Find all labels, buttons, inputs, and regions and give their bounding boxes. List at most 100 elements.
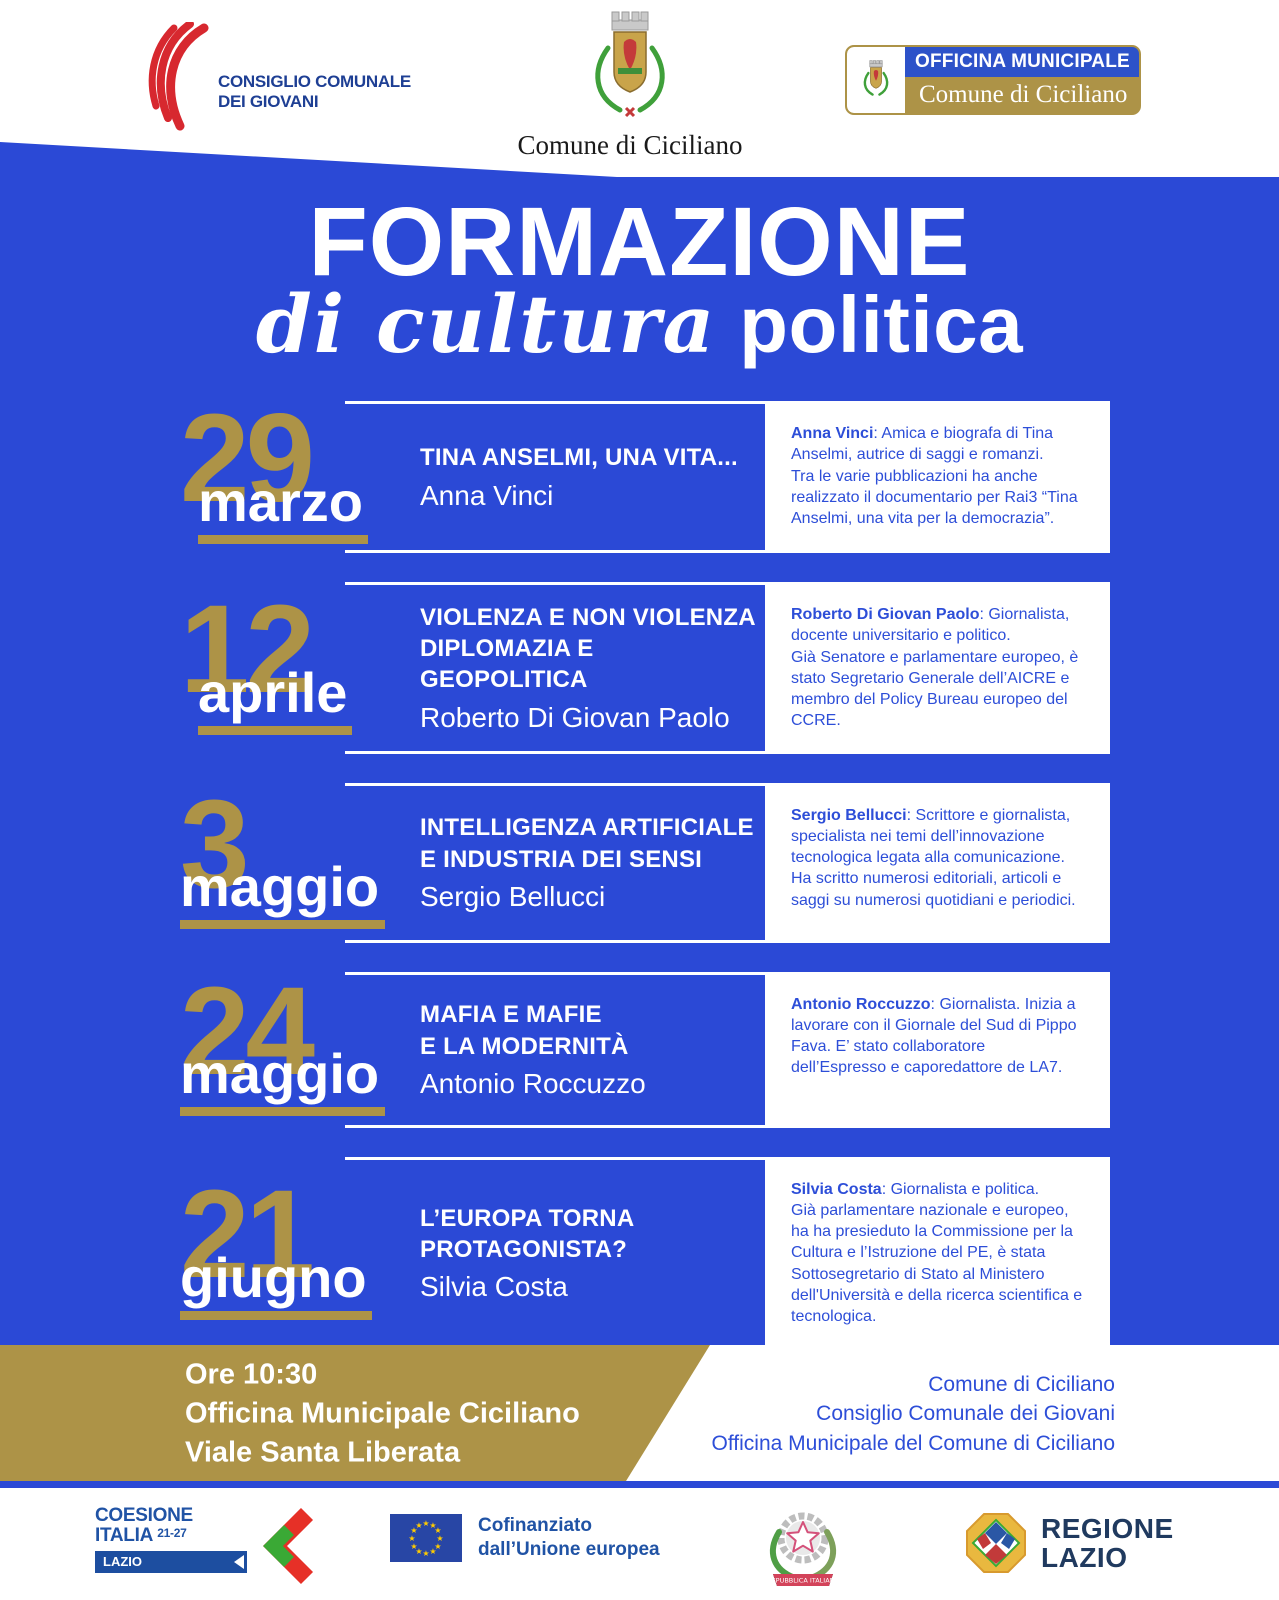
footer-logos: COESIONE ITALIA 21-27 LAZIO ★ ★ ★ ★ ★ ★ ★ ★ ★ …	[0, 1488, 1279, 1600]
info-banner: Ore 10:30 Officina Municipale Ciciliano …	[0, 1345, 1279, 1483]
gold-banner-shape	[0, 1345, 710, 1483]
event-info: L’EUROPA TORNA PROTAGONISTA? Silvia Costa	[345, 1156, 765, 1350]
event-title: INTELLIGENZA ARTIFICIALE E INDUSTRIA DEI …	[420, 814, 754, 873]
event-time: Ore 10:30	[185, 1358, 318, 1391]
event-month: aprile	[198, 660, 348, 724]
event-row-12-aprile: 12 aprile VIOLENZA E NON VIOLENZA DIPLOMA…	[180, 582, 1110, 754]
svg-text:★: ★	[429, 1521, 436, 1530]
regione-lazio-logo: REGIONE LAZIO	[965, 1512, 1174, 1574]
svg-text:★: ★	[429, 1547, 436, 1556]
date-underline	[198, 725, 352, 735]
event-row-3-maggio: 3 maggio INTELLIGENZA ARTIFICIALE E INDUS…	[180, 774, 1110, 943]
emblem-ribbon-text: REPUBBLICA ITALIANA	[767, 1577, 839, 1585]
event-info: MAFIA E MAFIE E LA MODERNITÀ Antonio Rocc…	[345, 971, 765, 1128]
speaker-bio-card: Anna Vinci: Amica e biografa di Tina Ans…	[765, 401, 1110, 553]
date-underline	[180, 1310, 373, 1320]
svg-text:★: ★	[415, 1547, 422, 1556]
event-speaker: Silvia Costa	[420, 1271, 568, 1303]
blue-divider	[0, 1481, 1279, 1488]
organizer-2: Consiglio Comunale dei Giovani	[816, 1402, 1115, 1426]
title-formazione: FORMAZIONE	[308, 187, 971, 296]
ciciliano-crest-icon	[575, 8, 685, 133]
svg-text:★: ★	[410, 1526, 417, 1535]
event-speaker: Anna Vinci	[420, 479, 554, 511]
crest-caption: Comune di Ciciliano	[517, 130, 743, 160]
event-month: maggio	[180, 1042, 380, 1106]
officina-municipale-badge: OFFICINA MUNICIPALE Comune di Ciciliano	[845, 45, 1141, 115]
organizers: Comune di Ciciliano Consiglio Comunale d…	[712, 1370, 1115, 1458]
eu-flag-icon: ★ ★★ ★★★ ★★★ ★★★	[390, 1514, 462, 1562]
event-row-29-marzo: 29 marzo TINA ANSELMI, UNA VITA... Anna …	[180, 389, 1110, 553]
coesione-line2: ITALIA	[95, 1524, 153, 1546]
coesione-bar-label: LAZIO	[103, 1554, 142, 1570]
coesione-lazio-bar: LAZIO	[95, 1550, 247, 1573]
eu-line1: Cofinanziato	[478, 1515, 592, 1537]
event-title: MAFIA E MAFIE E LA MODERNITÀ	[420, 1001, 629, 1060]
header: CONSIGLIO COMUNALE DEI GIOVANI	[0, 0, 1279, 177]
consiglio-line2: DEI GIOVANI	[218, 92, 319, 111]
event-date: 24 maggio	[180, 961, 386, 1117]
date-underline	[198, 534, 368, 544]
coesione-italia-logo: COESIONE ITALIA 21-27 LAZIO	[95, 1505, 314, 1586]
eu-line2: dall’Unione europea	[478, 1539, 660, 1560]
speaker-bio: Roberto Di Giovan Paolo: Giornalista, do…	[791, 606, 1079, 730]
badge-title: OFFICINA MUNICIPALE	[905, 47, 1139, 77]
svg-text:★: ★	[422, 1519, 429, 1528]
consiglio-logo-text: CONSIGLIO COMUNALE DEI GIOVANI	[218, 72, 411, 111]
svg-text:★: ★	[408, 1534, 415, 1543]
speaker-bio-card: Sergio Bellucci: Scrittore e giornalista…	[765, 782, 1110, 943]
event-date: 12 aprile	[180, 580, 352, 735]
event-day: 29	[180, 389, 315, 529]
event-speaker: Roberto Di Giovan Paolo	[420, 701, 730, 733]
main-title: FORMAZIONE di cultura politica	[0, 193, 1279, 365]
event-info: VIOLENZA E NON VIOLENZA DIPLOMAZIA E GEOP…	[345, 582, 765, 754]
coesione-years: 21-27	[157, 1525, 187, 1540]
regione-line1: REGIONE	[1041, 1512, 1174, 1544]
regione-line2: LAZIO	[1041, 1542, 1128, 1573]
event-month: giugno	[180, 1245, 367, 1309]
date-underline	[180, 1107, 386, 1117]
speaker-bio: Anna Vinci: Amica e biografa di Tina Ans…	[791, 425, 1078, 528]
event-date: 3 maggio	[180, 774, 386, 930]
event-row-21-giugno: 21 giugno L’EUROPA TORNA PROTAGONISTA? Si…	[180, 1156, 1110, 1350]
event-day: 12	[180, 580, 315, 720]
event-month: maggio	[180, 855, 380, 919]
svg-text:★: ★	[410, 1542, 417, 1551]
organizer-1: Comune di Ciciliano	[928, 1372, 1115, 1396]
event-info: INTELLIGENZA ARTIFICIALE E INDUSTRIA DEI …	[345, 782, 765, 943]
event-day: 3	[180, 774, 250, 914]
date-underline	[180, 920, 386, 930]
title-politica: politica	[716, 280, 1024, 369]
event-month: marzo	[198, 469, 363, 533]
event-date: 21 giugno	[180, 1165, 373, 1320]
badge-subtitle: Comune di Ciciliano	[919, 81, 1128, 108]
red-arcs-icon	[148, 22, 209, 131]
italian-republic-emblem-icon: REPUBBLICA ITALIANA	[755, 1496, 851, 1597]
speaker-bio-card: Antonio Roccuzzo: Giornalista. Inizia a …	[765, 971, 1110, 1128]
event-venue: Officina Municipale Ciciliano	[185, 1397, 580, 1430]
svg-text:★: ★	[434, 1526, 441, 1535]
eu-cofinanced-logo: ★ ★ ★ ★ ★ ★ ★ ★ ★ ★ ★ ★ Cofinanziato dall’Unione…	[390, 1514, 660, 1562]
event-title: L’EUROPA TORNA PROTAGONISTA?	[420, 1204, 635, 1264]
speaker-bio: Sergio Bellucci: Scrittore e giornalista…	[791, 806, 1076, 909]
event-date: 29 marzo	[180, 389, 368, 544]
event-title: TINA ANSELMI, UNA VITA...	[420, 444, 738, 472]
event-speaker: Antonio Roccuzzo	[420, 1067, 646, 1099]
speaker-bio: Silvia Costa: Giornalista e politica. Gi…	[791, 1180, 1083, 1326]
coesione-line1: COESIONE	[95, 1505, 193, 1526]
badge-crest-icon	[847, 47, 905, 113]
event-day: 24	[180, 961, 315, 1101]
event-day: 21	[180, 1165, 315, 1305]
event-address: Viale Santa Liberata	[185, 1436, 461, 1469]
organizer-3: Officina Municipale del Comune di Cicili…	[711, 1431, 1115, 1455]
consiglio-comunale-logo: CONSIGLIO COMUNALE DEI GIOVANI	[140, 22, 411, 134]
speaker-bio-card: Roberto Di Giovan Paolo: Giornalista, do…	[765, 582, 1110, 754]
event-list: 29 marzo TINA ANSELMI, UNA VITA... Anna …	[180, 389, 1110, 1378]
coesione-chevrons-icon	[262, 1508, 314, 1584]
poster-body: FORMAZIONE di cultura politica 29 marzo …	[0, 177, 1279, 1350]
svg-text:★: ★	[415, 1521, 422, 1530]
bar-arrow-notch	[234, 1554, 244, 1569]
event-speaker: Sergio Bellucci	[420, 880, 606, 912]
speaker-bio-card: Silvia Costa: Giornalista e politica. Gi…	[765, 1156, 1110, 1350]
